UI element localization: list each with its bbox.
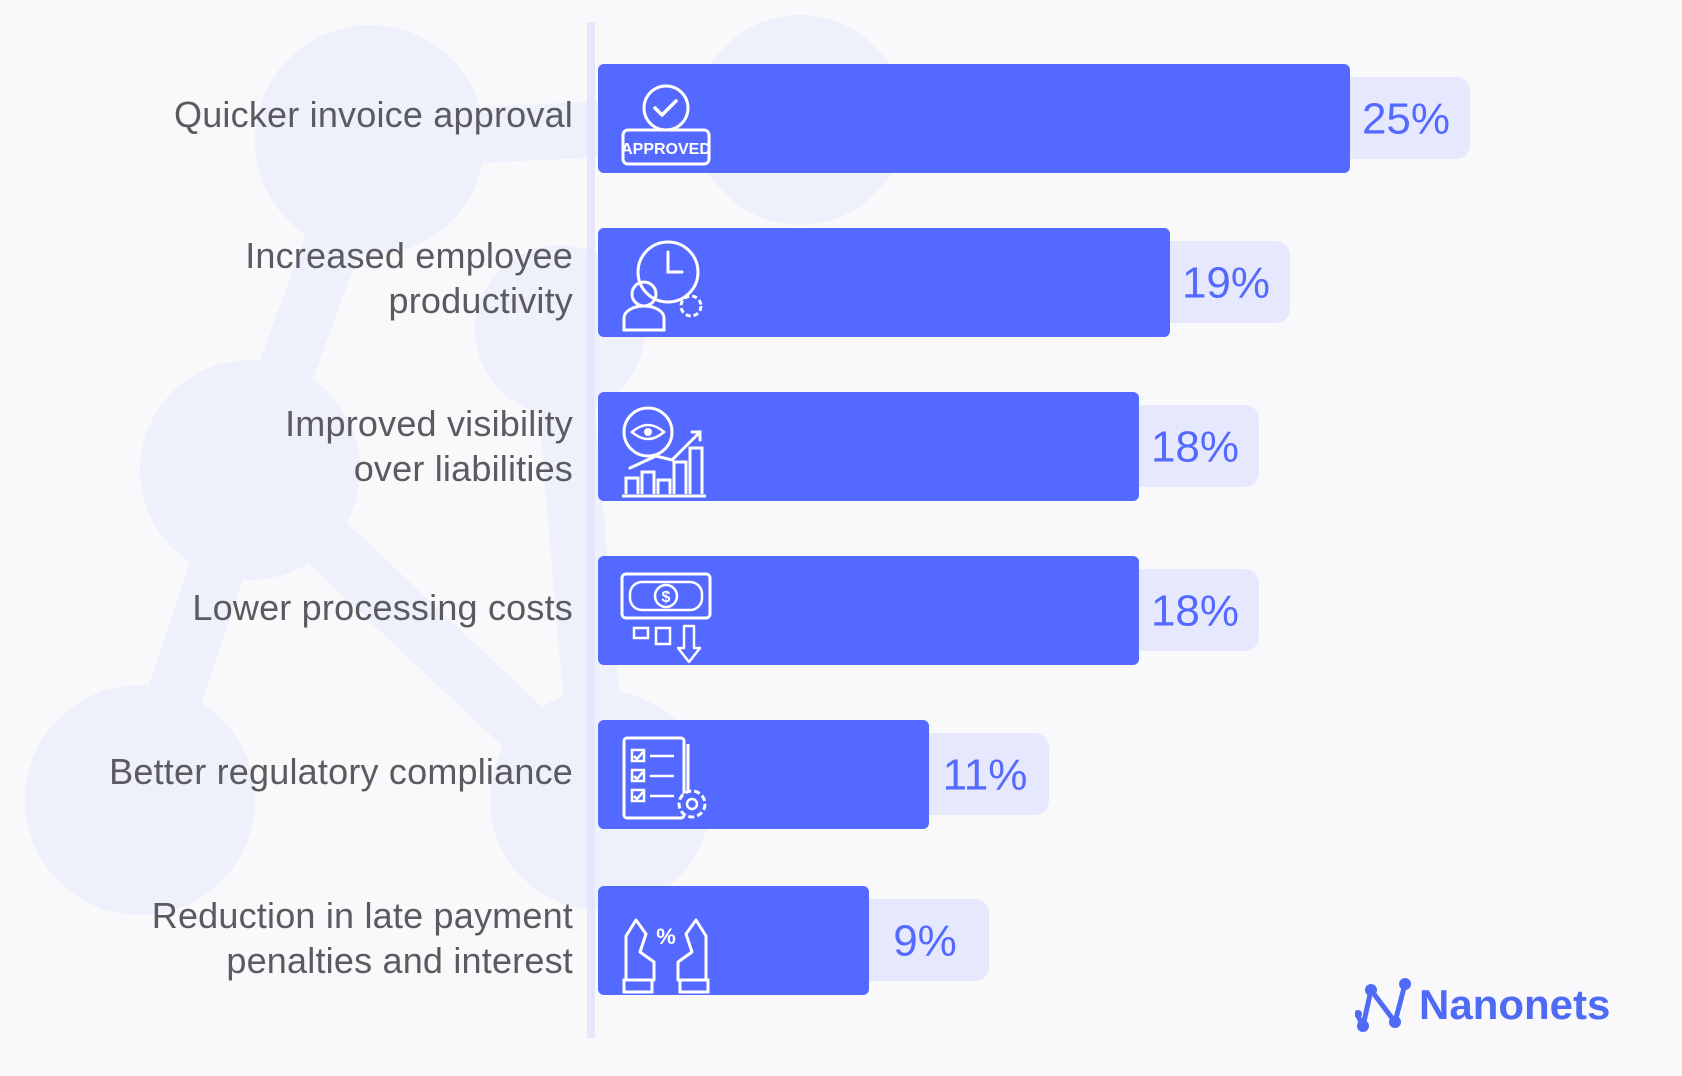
icon-part (624, 446, 704, 494)
icon-part (622, 406, 674, 458)
bar-row-6: % 9% (598, 886, 989, 995)
hands-percent-icon: % (622, 918, 710, 994)
dollar-bill-costs-down-icon: $ (620, 572, 712, 664)
icon-checkbox (630, 768, 646, 783)
value-pill (909, 733, 1049, 815)
value-pill (1150, 241, 1290, 323)
category-label-line: Increased employee (245, 235, 573, 276)
bar (598, 392, 1139, 501)
bar-row-4: $18% (598, 556, 1259, 665)
icon-part (628, 580, 704, 612)
icon-part (622, 736, 686, 820)
category-label-line: Improved visibility (285, 403, 573, 444)
bar (598, 886, 869, 995)
icon-part (636, 240, 700, 304)
value-label: 9% (893, 917, 957, 966)
category-label-line: Reduction in late payment (151, 895, 573, 936)
icon-part (679, 294, 703, 318)
icon-right-hand (676, 918, 708, 982)
icon-checkbox (630, 748, 646, 763)
icon-part (666, 250, 684, 274)
value-pill (849, 899, 989, 981)
category-label-line: over liabilities (353, 448, 573, 489)
icon-dollar-sign: $ (662, 589, 671, 606)
icon-part (621, 128, 711, 166)
bar (598, 228, 1170, 337)
employee-clock-gear-icon (622, 240, 703, 332)
category-label-line: Better regulatory compliance (109, 751, 573, 792)
category-label-3: Improved visibility over liabilities (13, 401, 573, 491)
icon-gear-center (685, 797, 699, 811)
nanonets-logo-icon (1355, 978, 1411, 1032)
icon-check (633, 791, 644, 801)
value-pill (1330, 77, 1470, 159)
value-label: 18% (1151, 423, 1239, 472)
icon-part (630, 423, 666, 441)
approved-badge-icon: APPROVED (621, 84, 711, 166)
bar (598, 64, 1350, 173)
category-label-6: Reduction in late payment penalties and … (13, 893, 573, 983)
icon-check (633, 771, 644, 781)
icon-stamp-text: APPROVED (621, 141, 711, 158)
category-label-line: productivity (388, 280, 573, 321)
value-label: 25% (1362, 95, 1450, 144)
nanonets-logo: Nanonets (1355, 975, 1610, 1035)
icon-part (632, 626, 650, 640)
icon-part (644, 428, 652, 436)
icon-part (653, 99, 678, 117)
icon-part (653, 583, 679, 609)
category-label-2: Increased employee productivity (13, 233, 573, 323)
bar-row-2: 19% (598, 228, 1290, 337)
icon-part (622, 304, 666, 332)
bar-row-3: 18% (598, 392, 1259, 501)
bar-row-1: APPROVED 25% (598, 64, 1470, 173)
icon-gear (677, 789, 707, 819)
icon-part (654, 626, 672, 646)
icon-check (633, 751, 644, 761)
icon-percent-sign: % (656, 924, 676, 949)
checklist-gear-icon (622, 736, 707, 820)
category-label-line: Quicker invoice approval (174, 94, 573, 135)
category-label-4: Lower processing costs (13, 585, 573, 630)
icon-part (622, 978, 654, 994)
icon-checkbox (630, 788, 646, 803)
icon-part (620, 572, 712, 620)
category-label-line: Lower processing costs (192, 587, 573, 628)
icon-part (678, 978, 710, 994)
value-pill (1119, 569, 1259, 651)
bar (598, 556, 1139, 665)
bar-row-5: 11% (598, 720, 1049, 829)
category-axis-line (587, 22, 595, 1038)
value-label: 18% (1151, 587, 1239, 636)
bar (598, 720, 929, 829)
category-label-1: Quicker invoice approval (13, 92, 573, 137)
icon-part (676, 624, 702, 664)
value-label: 19% (1182, 259, 1270, 308)
brand-name: Nanonets (1419, 981, 1611, 1028)
value-label: 11% (943, 751, 1028, 800)
icon-left-hand (624, 918, 656, 982)
eye-growth-chart-icon (622, 406, 706, 498)
category-label-line: penalties and interest (226, 940, 573, 981)
icon-part (628, 430, 702, 470)
category-label-5: Better regulatory compliance (13, 749, 573, 794)
value-pill (1119, 405, 1259, 487)
